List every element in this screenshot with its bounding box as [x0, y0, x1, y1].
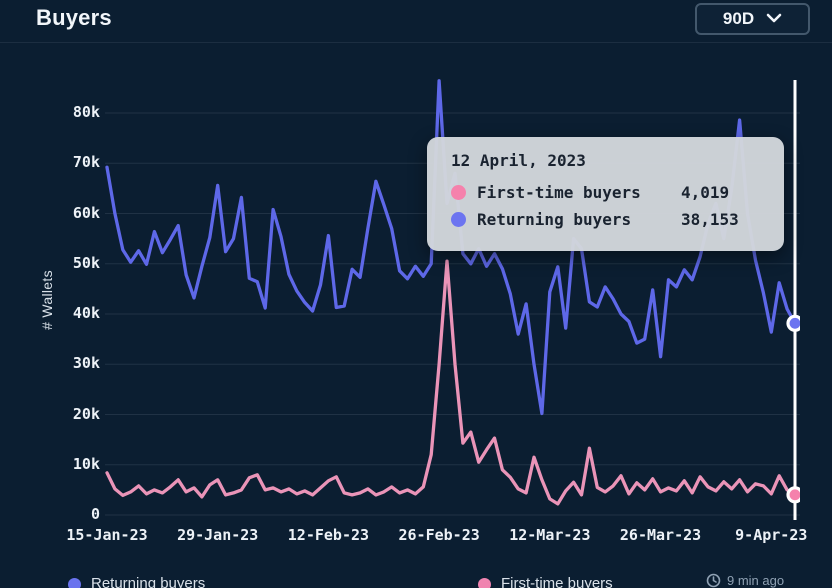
tooltip-series-label: Returning buyers: [477, 210, 632, 229]
y-tick-label: 60k: [72, 203, 100, 222]
series-dot-icon: [451, 212, 466, 227]
y-tick-label: 40k: [72, 304, 100, 322]
header-divider: [0, 42, 832, 43]
series-dot-icon: [451, 185, 466, 200]
y-tick-label: 80k: [72, 103, 100, 121]
x-tick-label: 12-Feb-23: [287, 526, 370, 544]
x-tick-label: 12-Mar-23: [509, 526, 591, 544]
range-selector-value: 90D: [722, 9, 755, 28]
chart-tooltip: 12 April, 2023 First-time buyers 4,019 Ret…: [427, 137, 784, 251]
tooltip-row: Returning buyers 38,153: [451, 206, 762, 233]
y-tick-label: 70k: [72, 153, 100, 172]
page-title: Buyers: [36, 5, 112, 30]
x-tick-label: 15-Jan-23: [66, 526, 148, 544]
crosshair-marker-returning-buyers: [786, 314, 800, 332]
y-tick-label: 10k: [72, 454, 100, 473]
range-selector-button[interactable]: 90D: [695, 3, 810, 35]
y-tick-label: 50k: [72, 253, 100, 272]
tooltip-series-value: 4,019: [681, 183, 730, 202]
y-tick-label: 30k: [72, 354, 100, 373]
series-line-first-time-buyers: [105, 259, 797, 506]
legend-dot-icon: [478, 578, 491, 588]
y-tick-label: 0: [90, 505, 100, 523]
tooltip-date: 12 April, 2023: [451, 151, 586, 170]
legend-label: First-time buyers: [501, 575, 613, 588]
tooltip-row: First-time buyers 4,019: [451, 179, 762, 206]
crosshair-marker-first-time-buyers: [786, 486, 800, 504]
y-tick-label: 20k: [72, 404, 100, 423]
tooltip-series-label: First-time buyers: [477, 183, 641, 202]
x-tick-label: 26-Mar-23: [619, 526, 702, 544]
legend-item-returning-buyers[interactable]: Returning buyers: [68, 575, 205, 588]
legend-dot-icon: [68, 578, 81, 588]
last-updated-text: 9 min ago: [727, 573, 785, 588]
x-tick-label: 9-Apr-23: [735, 526, 808, 544]
last-updated-status: 9 min ago: [706, 573, 784, 588]
legend-label: Returning buyers: [91, 575, 206, 588]
clock-icon: [706, 573, 721, 588]
chevron-down-icon: [766, 10, 782, 28]
x-tick-label: 29-Jan-23: [177, 526, 259, 544]
card-header: Buyers 90D: [0, 0, 832, 42]
tooltip-series-value: 38,153: [681, 210, 739, 229]
chart-legend: Returning buyers First-time buyers: [0, 575, 832, 588]
legend-item-first-time-buyers[interactable]: First-time buyers: [478, 575, 613, 588]
x-tick-label: 26-Feb-23: [398, 526, 480, 544]
